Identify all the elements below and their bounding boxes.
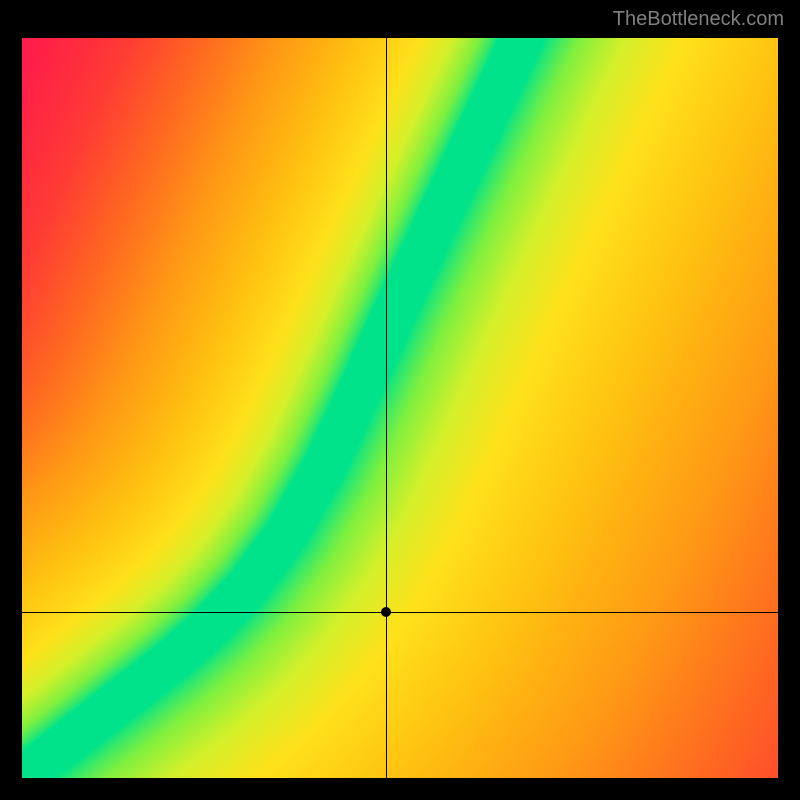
heatmap-canvas — [22, 38, 778, 778]
crosshair-vertical — [386, 38, 387, 778]
watermark-text: TheBottleneck.com — [613, 8, 784, 31]
heatmap-plot — [22, 38, 778, 778]
crosshair-horizontal — [22, 612, 778, 613]
crosshair-marker — [381, 607, 391, 617]
